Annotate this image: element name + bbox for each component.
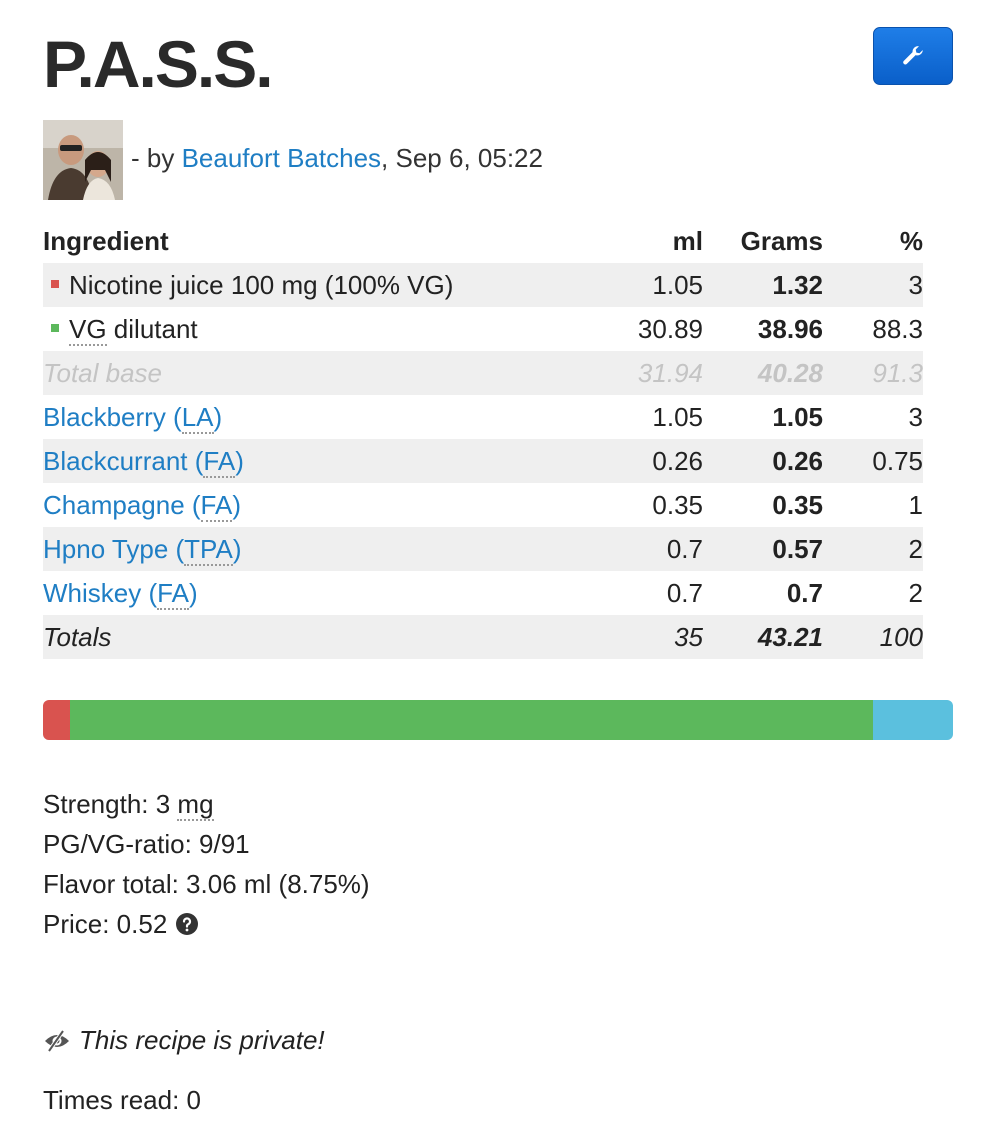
ml-value: 0.7 <box>666 577 703 608</box>
table-row-flavor: Champagne (FA) 0.35 0.35 1 <box>43 483 923 527</box>
table-header-row: Ingredient ml Grams % <box>43 219 923 263</box>
grams-value: 0.35 <box>772 489 823 520</box>
flavor-name: Blackberry <box>43 401 166 432</box>
price-line: Price: 0.52 <box>43 904 370 944</box>
grams-value: 1.32 <box>703 263 823 307</box>
flavor-name: Whiskey <box>43 577 142 608</box>
percent-value: 3 <box>908 401 923 432</box>
flavor-link[interactable]: Champagne (FA) <box>43 489 242 522</box>
ingredient-name: dilutant <box>106 313 198 344</box>
mix-proportion-bar <box>43 700 953 740</box>
total-base-label: Total base <box>43 351 563 395</box>
percent-value: 3 <box>823 263 923 307</box>
byline-prefix: - by <box>131 143 182 173</box>
ml-value: 31.94 <box>563 351 703 395</box>
col-grams: Grams <box>740 225 823 256</box>
tools-button[interactable] <box>873 27 953 85</box>
percent-value: 88.3 <box>872 313 923 344</box>
recipe-date: Sep 6, 05:22 <box>395 143 543 173</box>
flavor-name: Blackcurrant <box>43 445 188 476</box>
strength-label: Strength: <box>43 789 156 819</box>
wrench-icon <box>903 46 923 65</box>
recipe-title: P.A.S.S. <box>43 27 274 101</box>
author-link[interactable]: Beaufort Batches <box>181 143 382 173</box>
grams-value: 43.21 <box>703 615 823 659</box>
ingredients-table: Ingredient ml Grams % Nicotine juice 100… <box>43 219 923 659</box>
col-ml: ml <box>672 225 703 256</box>
flavor-link[interactable]: Blackberry (LA) <box>43 401 223 434</box>
vendor-abbreviation[interactable]: TPA <box>184 533 233 566</box>
ml-value: 0.26 <box>563 439 703 483</box>
percent-value: 1 <box>908 489 923 520</box>
ingredient-name: Nicotine juice 100 mg (100% VG) <box>69 269 454 300</box>
percent-value: 2 <box>908 577 923 608</box>
flavor-link[interactable]: Hpno Type (TPA) <box>43 533 242 566</box>
byline: - by Beaufort Batches, Sep 6, 05:22 <box>131 142 543 174</box>
mix-segment-flavor <box>873 700 953 740</box>
question-circle-icon[interactable] <box>175 912 199 936</box>
mix-segment-vg <box>70 700 874 740</box>
flavor-total: Flavor total: 3.06 ml (8.75%) <box>43 869 370 899</box>
strength-unit[interactable]: mg <box>177 789 214 821</box>
ml-value: 1.05 <box>652 401 703 432</box>
ml-value: 0.35 <box>652 489 703 520</box>
col-ingredient: Ingredient <box>43 225 169 256</box>
table-row-flavor: Blackcurrant (FA) 0.26 0.26 0.75 <box>43 439 923 483</box>
vendor-abbreviation[interactable]: FA <box>203 445 236 478</box>
nicotine-color-swatch <box>51 279 59 288</box>
grams-value: 38.96 <box>757 313 823 344</box>
flavor-link[interactable]: Blackcurrant (FA) <box>43 445 244 478</box>
grams-value: 0.7 <box>786 577 823 608</box>
vendor-abbreviation[interactable]: LA <box>181 401 214 434</box>
privacy-text: This recipe is private! <box>79 1025 325 1055</box>
eye-slash-icon <box>45 1029 69 1053</box>
table-row-flavor: Whiskey (FA) 0.7 0.7 2 <box>43 571 923 615</box>
grams-value: 0.26 <box>703 439 823 483</box>
vg-abbreviation[interactable]: VG <box>69 313 107 346</box>
mix-segment-nicotine <box>43 700 71 740</box>
percent-value: 0.75 <box>823 439 923 483</box>
ml-value: 35 <box>563 615 703 659</box>
avatar-photo <box>43 120 123 200</box>
times-read: Times read: 0 <box>43 1085 201 1115</box>
grams-value: 0.57 <box>703 527 823 571</box>
vg-color-swatch <box>51 323 59 332</box>
flavor-link[interactable]: Whiskey (FA) <box>43 577 198 610</box>
percent-value: 91.3 <box>823 351 923 395</box>
table-row-total-base: Total base 31.94 40.28 91.3 <box>43 351 923 395</box>
strength-line: Strength: 3 mg <box>43 784 370 824</box>
price-value: Price: 0.52 <box>43 909 168 939</box>
vendor-abbreviation[interactable]: FA <box>200 489 233 522</box>
table-row-nicotine: Nicotine juice 100 mg (100% VG) 1.05 1.3… <box>43 263 923 307</box>
byline-separator: , <box>381 143 396 173</box>
strength-value: 3 <box>155 789 178 819</box>
totals-label: Totals <box>43 615 563 659</box>
grams-value: 1.05 <box>772 401 823 432</box>
flavor-name: Hpno Type <box>43 533 169 564</box>
ml-value: 30.89 <box>637 313 703 344</box>
privacy-notice: This recipe is private! <box>43 1022 325 1058</box>
table-row-totals: Totals 35 43.21 100 <box>43 615 923 659</box>
ml-value: 0.7 <box>563 527 703 571</box>
recipe-stats: Strength: 3 mg PG/VG-ratio: 9/91 Flavor … <box>43 784 370 944</box>
flavor-name: Champagne <box>43 489 185 520</box>
table-row-flavor: Hpno Type (TPA) 0.7 0.57 2 <box>43 527 923 571</box>
col-percent: % <box>899 225 923 256</box>
table-row-flavor: Blackberry (LA) 1.05 1.05 3 <box>43 395 923 439</box>
vendor-abbreviation[interactable]: FA <box>157 577 189 610</box>
table-row-vg-dilutant: VG dilutant 30.89 38.96 88.3 <box>43 307 923 351</box>
pg-vg-ratio: PG/VG-ratio: 9/91 <box>43 829 250 859</box>
ml-value: 1.05 <box>563 263 703 307</box>
grams-value: 40.28 <box>703 351 823 395</box>
percent-value: 2 <box>823 527 923 571</box>
author-avatar[interactable] <box>43 120 123 200</box>
percent-value: 100 <box>823 615 923 659</box>
